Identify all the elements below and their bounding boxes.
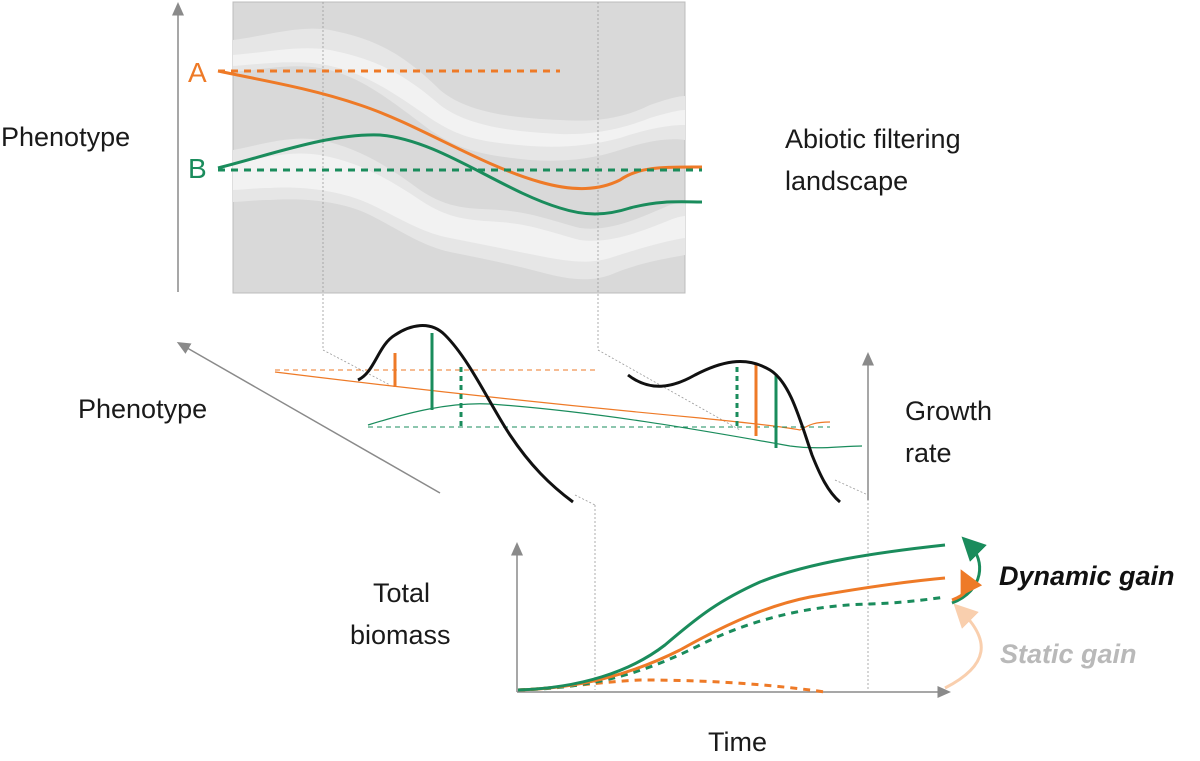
growth-bars (393, 333, 778, 448)
gain-arrows (944, 536, 987, 690)
abiotic-label-line2: landscape (785, 166, 908, 196)
guide-line-4 (834, 479, 869, 496)
projection-a-dynamic (274, 371, 831, 431)
guide-line-1b (322, 349, 391, 386)
biomass-label-line2: biomass (350, 620, 451, 650)
dynamic-gain-label: Dynamic gain (999, 561, 1175, 591)
dynamic-gain-arrow-orange (951, 569, 983, 602)
time-label: Time (708, 727, 767, 757)
guide-line-2b (597, 349, 741, 431)
dynamic-gain-arrow (951, 536, 987, 605)
growth-projections (274, 369, 863, 449)
static-gain-arrow (944, 603, 983, 690)
genotype-a-label: A (188, 57, 207, 88)
biomass-b-dynamic (517, 543, 946, 692)
phenotype-axis-mid (176, 342, 441, 494)
biomass-a-dynamic (517, 576, 946, 692)
growth-label-line2: rate (905, 438, 952, 468)
growth-curves (357, 324, 841, 504)
guide-lines (322, 2, 869, 690)
static-gain-label: Static gain (1000, 639, 1137, 669)
landscape-trajectories (217, 69, 703, 216)
biomass-label-line1: Total (373, 578, 430, 608)
growth-label-line1: Growth (905, 396, 992, 426)
biomass-curves (517, 543, 946, 694)
biomass-b-static (517, 595, 946, 692)
projection-b-dynamic (367, 403, 863, 449)
growth-curve-early (357, 324, 574, 504)
landscape-panel (232, 1, 686, 294)
phenotype-label-mid: Phenotype (78, 394, 207, 424)
trajectory-b-dynamic (217, 133, 703, 216)
guide-line-3 (574, 494, 596, 506)
phenotype-label-top: Phenotype (1, 122, 130, 152)
genotype-b-label: B (188, 153, 207, 184)
abiotic-label-line1: Abiotic filtering (785, 124, 961, 154)
growth-curve-late (627, 360, 841, 504)
landscape-band-upper-light (233, 48, 685, 147)
landscape-band-lower-light (233, 153, 685, 262)
